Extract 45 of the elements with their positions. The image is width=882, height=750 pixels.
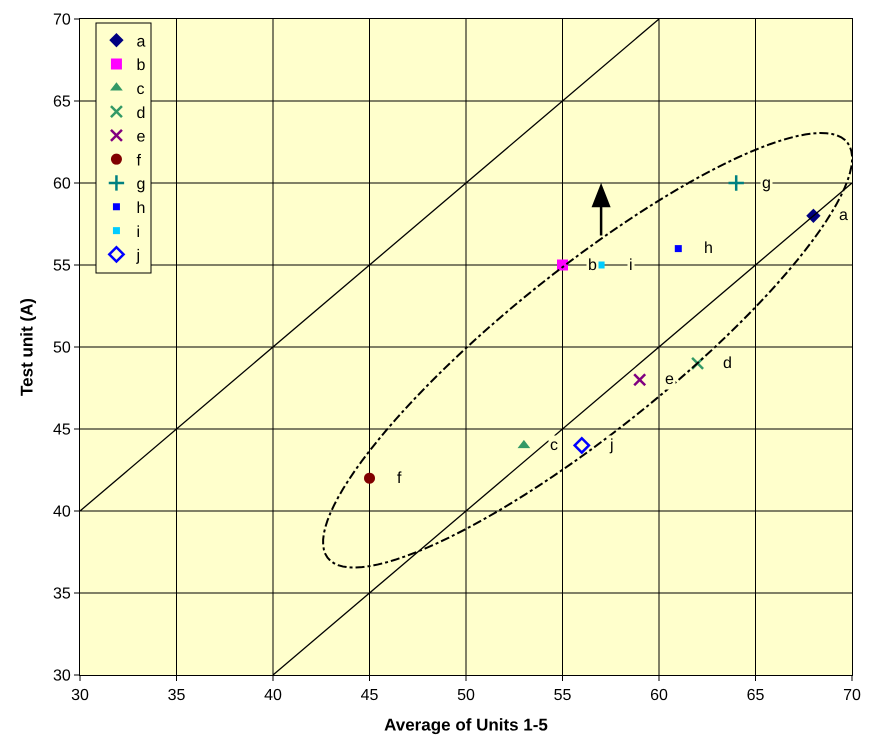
x-tick-label: 70 xyxy=(843,687,861,704)
legend-label: i xyxy=(136,224,140,241)
y-tick-label: 65 xyxy=(53,94,71,111)
text: a xyxy=(839,207,848,224)
x-tick-label: 65 xyxy=(746,687,764,704)
y-tick-label: 40 xyxy=(53,504,71,521)
text: c xyxy=(550,437,558,454)
point xyxy=(632,373,646,387)
text: f xyxy=(397,470,402,487)
text: d xyxy=(723,355,732,372)
legend-label: b xyxy=(136,57,146,74)
y-tick-label: 35 xyxy=(53,586,71,603)
legend-label: j xyxy=(135,248,140,265)
text: j xyxy=(610,437,614,454)
legend-label: e xyxy=(136,128,146,146)
y-tick-label: 30 xyxy=(53,668,71,685)
x-tick-label: 50 xyxy=(457,687,475,704)
text: g xyxy=(762,175,771,192)
legend-label: g xyxy=(136,176,146,194)
text: h xyxy=(704,240,713,257)
x-tick-label: 60 xyxy=(650,687,668,704)
point xyxy=(573,437,590,454)
x-axis-title: Average of Units 1-5 xyxy=(384,716,548,735)
x-tick-label: 35 xyxy=(168,687,186,704)
point xyxy=(727,174,746,192)
point xyxy=(364,472,375,484)
legend-label: c xyxy=(136,81,144,98)
y-tick-label: 45 xyxy=(53,422,71,439)
point xyxy=(674,245,682,252)
y-tick-label: 50 xyxy=(53,340,71,357)
x-tick-label: 55 xyxy=(554,687,572,704)
legend-label: f xyxy=(136,152,142,170)
text: b xyxy=(588,257,597,274)
text: e xyxy=(665,371,674,388)
legend-label: h xyxy=(136,200,146,218)
legend-label: a xyxy=(136,33,146,50)
y-tick-label: 55 xyxy=(53,258,71,275)
y-tick-label: 60 xyxy=(53,176,71,193)
x-tick-label: 45 xyxy=(360,687,378,704)
text: i xyxy=(629,257,633,274)
y-axis-title: Test unit (A) xyxy=(18,298,37,396)
legend-label: d xyxy=(136,104,146,122)
x-tick-label: 30 xyxy=(71,687,89,704)
x-tick-label: 40 xyxy=(264,687,282,704)
y-tick-label: 70 xyxy=(53,12,71,29)
